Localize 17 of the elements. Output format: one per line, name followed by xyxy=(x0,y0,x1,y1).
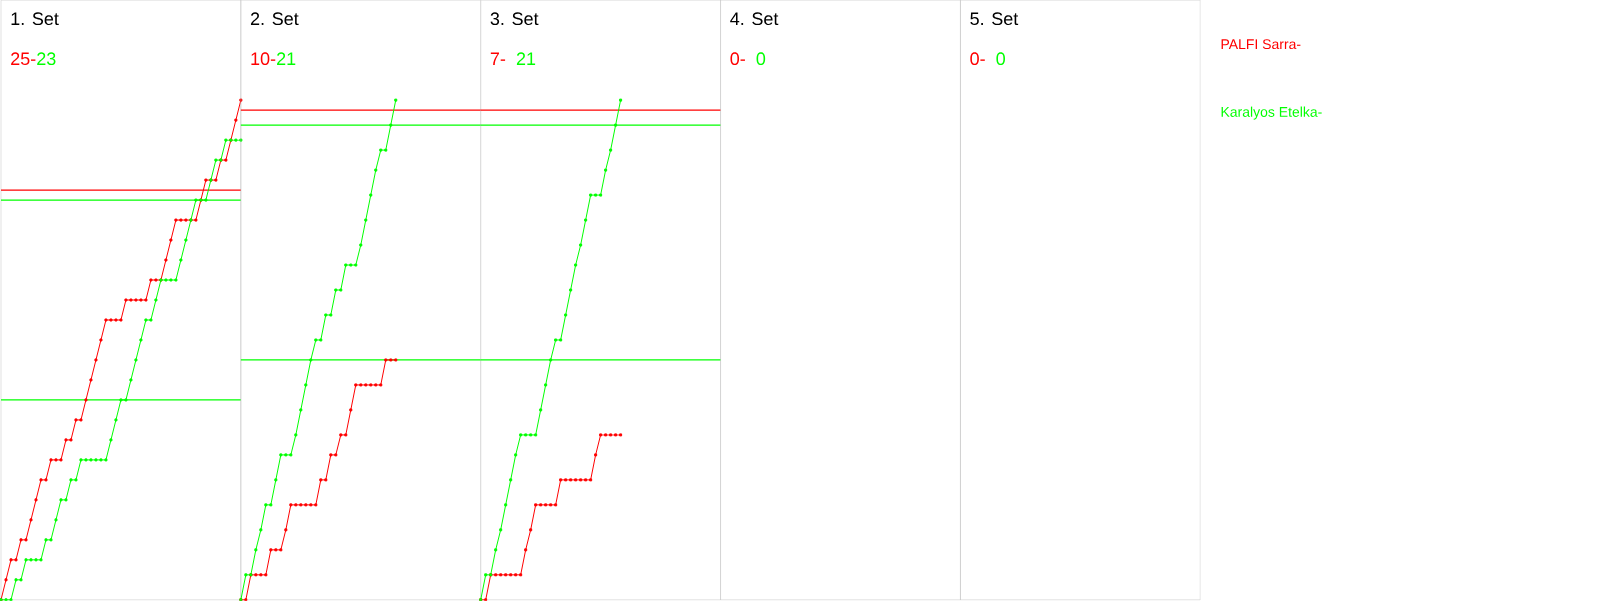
chart-title: 1. Set xyxy=(11,12,59,26)
text: 21 xyxy=(516,52,536,66)
text: 10- xyxy=(251,52,276,66)
chart-title: 2. Set xyxy=(250,12,299,26)
text: 0 xyxy=(756,52,766,66)
text: 0- xyxy=(730,52,745,66)
text: 21 xyxy=(277,52,296,66)
text: 4. Set xyxy=(730,12,779,26)
text: 0 xyxy=(996,52,1005,66)
text: Karalyos Etelka- xyxy=(1221,106,1322,120)
text: 0- xyxy=(970,52,985,66)
chart-title: 3. Set xyxy=(490,12,539,26)
text: 5. Set xyxy=(970,12,1019,26)
text: 23 xyxy=(37,52,56,66)
text: 7- xyxy=(490,52,506,66)
text: 25- xyxy=(11,52,36,66)
text: PALFI Sarra- xyxy=(1221,39,1301,50)
